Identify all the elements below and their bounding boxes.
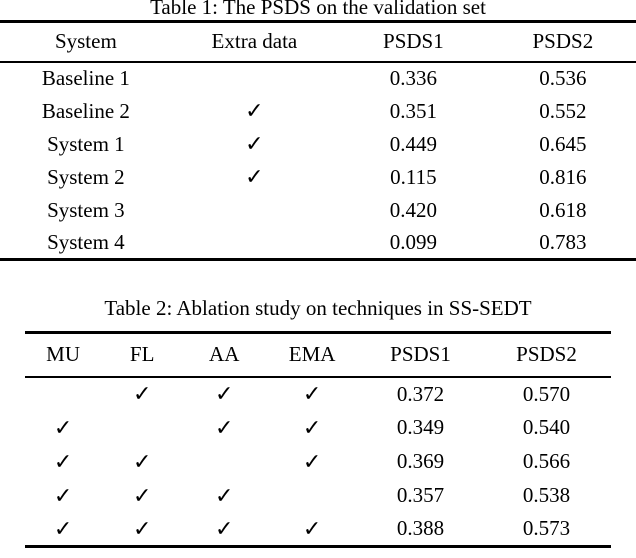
system-cell: Baseline 1	[41, 66, 130, 90]
psds1-cell: 0.351	[389, 98, 438, 123]
psds2-cell: 0.573	[522, 516, 571, 541]
checkmark-cell: ✓	[215, 515, 234, 541]
checkmark-cell: ✓	[132, 515, 152, 541]
table-row: ✓ ✓ ✓ 0.349 0.540	[25, 411, 611, 445]
table-row: Baseline 2 ✓ 0.351 0.552	[0, 95, 636, 128]
psds2-cell: 0.645	[539, 131, 587, 156]
psds2-cell: 0.538	[522, 483, 571, 507]
table2-header: MU FL AA EMA PSDS1 PSDS2	[25, 333, 611, 377]
checkmark-cell: ✓	[245, 164, 264, 189]
table-row: ✓ ✓ ✓ 0.357 0.538	[25, 479, 611, 513]
psds2-cell: 0.783	[539, 229, 587, 254]
column-header-mu: MU	[46, 342, 80, 367]
checkmark-cell	[25, 377, 101, 411]
psds2-cell: 0.536	[539, 66, 587, 90]
psds2-cell: 0.570	[522, 381, 571, 406]
checkmark-cell	[101, 411, 183, 445]
psds1-cell: 0.372	[396, 381, 445, 406]
table-row: System 3 0.420 0.618	[0, 194, 636, 227]
column-header-fl: FL	[129, 342, 155, 367]
system-cell: Baseline 2	[41, 98, 130, 123]
checkmark-cell: ✓	[53, 515, 73, 541]
psds1-cell: 0.369	[396, 449, 445, 473]
checkmark-cell: ✓	[302, 414, 322, 440]
column-header-ema: EMA	[288, 342, 336, 367]
psds2-cell: 0.566	[522, 449, 571, 473]
table-row: ✓ ✓ ✓ 0.372 0.570	[25, 377, 611, 411]
column-header-aa: AA	[209, 342, 240, 367]
column-header-psds1: PSDS1	[383, 29, 444, 54]
column-header-system: System	[54, 29, 117, 54]
psds1-cell: 0.336	[389, 66, 438, 90]
checkmark-cell: ✓	[53, 414, 73, 440]
checkmark-cell	[172, 194, 337, 227]
table1-header: System Extra data PSDS1 PSDS2	[0, 22, 636, 62]
table1-body: Baseline 1 0.336 0.536 Baseline 2 ✓ 0.35…	[0, 62, 636, 260]
checkmark-cell: ✓	[132, 482, 152, 508]
psds2-cell: 0.618	[539, 197, 587, 222]
column-header-extra-data: Extra data	[211, 29, 298, 54]
psds1-cell: 0.349	[396, 415, 445, 439]
checkmark-cell: ✓	[215, 414, 234, 440]
table2-body: ✓ ✓ ✓ 0.372 0.570 ✓ ✓ ✓ 0.349 0.540 ✓ ✓ …	[25, 377, 611, 547]
checkmark-cell	[183, 445, 265, 479]
system-cell: System 1	[47, 131, 125, 156]
table2-ablation-study: MU FL AA EMA PSDS1 PSDS2 ✓ ✓ ✓ 0.372 0.5…	[25, 331, 611, 548]
checkmark-cell	[172, 227, 337, 260]
table-row: Baseline 1 0.336 0.536	[0, 62, 636, 95]
checkmark-cell: ✓	[215, 482, 234, 508]
column-header-psds2: PSDS2	[532, 29, 594, 54]
checkmark-cell	[172, 62, 337, 95]
table1-caption: Table 1: The PSDS on the validation set	[150, 0, 486, 19]
table-row: System 4 0.099 0.783	[0, 227, 636, 260]
checkmark-cell: ✓	[132, 381, 152, 406]
checkmark-cell	[265, 479, 359, 513]
table-header-row: MU FL AA EMA PSDS1 PSDS2	[25, 333, 611, 377]
table1-psds-validation: System Extra data PSDS1 PSDS2 Baseline 1…	[0, 20, 636, 261]
checkmark-cell: ✓	[302, 515, 322, 541]
system-cell: System 2	[47, 164, 125, 189]
checkmark-cell: ✓	[132, 448, 152, 474]
psds2-cell: 0.552	[539, 98, 587, 123]
psds1-cell: 0.099	[389, 229, 438, 254]
checkmark-cell: ✓	[245, 131, 264, 156]
system-cell: System 3	[47, 197, 125, 222]
checkmark-cell: ✓	[302, 448, 322, 474]
table-row: System 2 ✓ 0.115 0.816	[0, 161, 636, 194]
psds2-cell: 0.816	[539, 164, 587, 189]
column-header-psds2: PSDS2	[516, 342, 577, 367]
psds1-cell: 0.449	[389, 131, 438, 156]
psds2-cell: 0.540	[522, 415, 571, 439]
psds1-cell: 0.388	[396, 516, 445, 541]
checkmark-cell: ✓	[302, 381, 322, 406]
psds1-cell: 0.115	[390, 164, 437, 189]
checkmark-cell: ✓	[215, 381, 234, 406]
psds1-cell: 0.357	[396, 483, 445, 507]
table-header-row: System Extra data PSDS1 PSDS2	[0, 22, 636, 62]
checkmark-cell: ✓	[53, 448, 73, 474]
column-header-psds1: PSDS1	[390, 342, 451, 367]
psds1-cell: 0.420	[389, 197, 438, 222]
checkmark-cell: ✓	[245, 98, 264, 123]
checkmark-cell: ✓	[53, 482, 73, 508]
system-cell: System 4	[47, 229, 125, 254]
table-row: System 1 ✓ 0.449 0.645	[0, 128, 636, 161]
table-row: ✓ ✓ ✓ ✓ 0.388 0.573	[25, 513, 611, 547]
table-row: ✓ ✓ ✓ 0.369 0.566	[25, 445, 611, 479]
table2-caption: Table 2: Ablation study on techniques in…	[104, 296, 532, 320]
